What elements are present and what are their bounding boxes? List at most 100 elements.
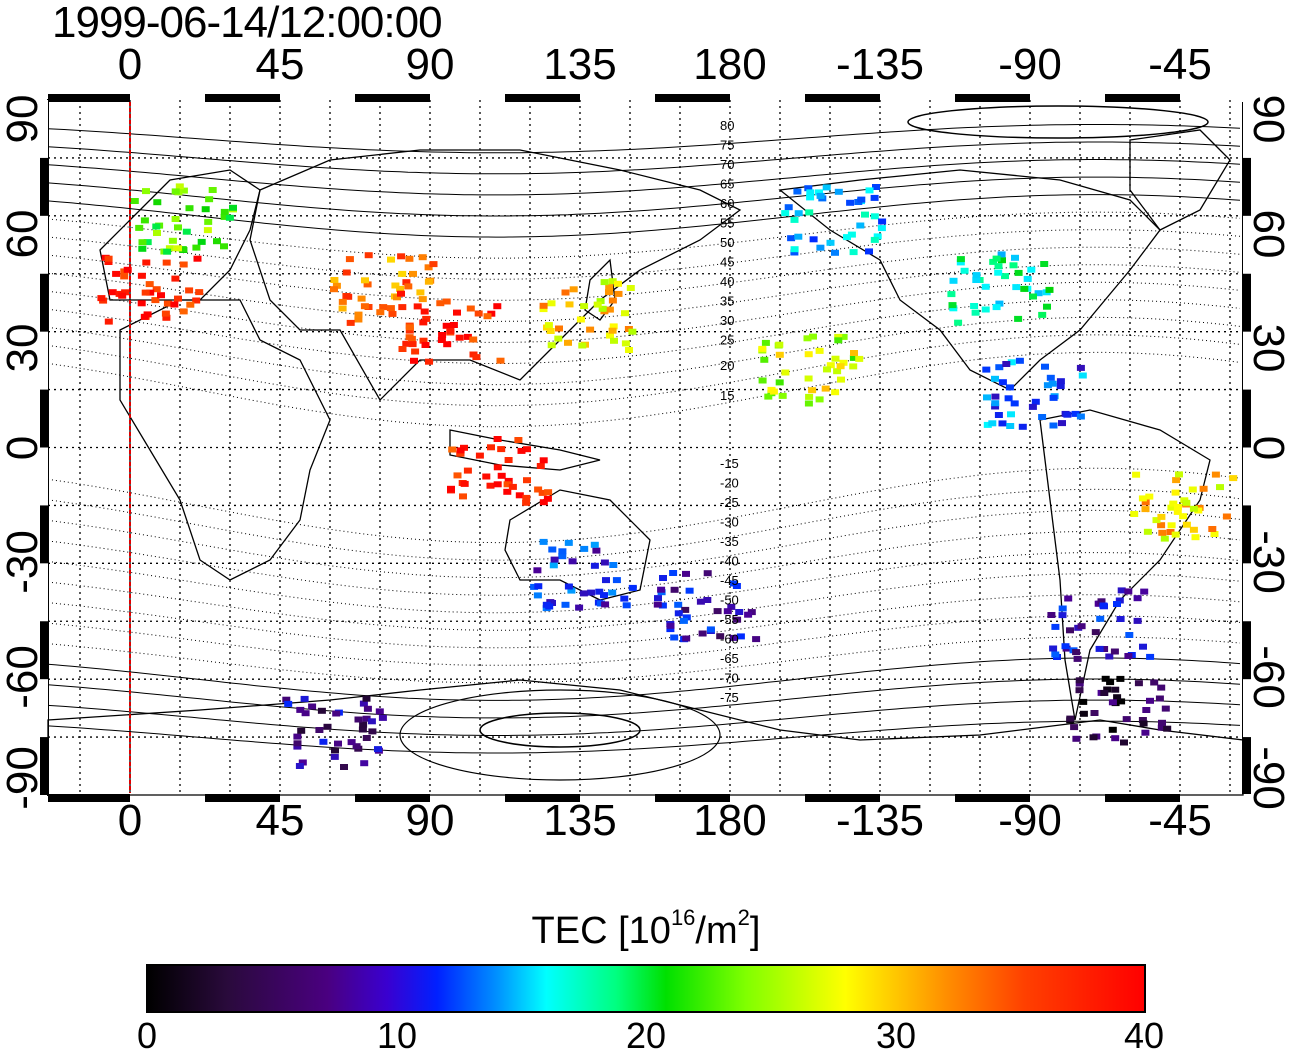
tec-point <box>960 267 969 274</box>
tec-point <box>330 277 339 283</box>
tec-point <box>595 588 604 595</box>
tec-point <box>1146 653 1155 660</box>
tec-point <box>1070 724 1079 731</box>
tec-point <box>538 489 547 496</box>
tec-point <box>821 385 830 392</box>
tec-point <box>317 707 326 714</box>
tec-point <box>547 342 556 349</box>
contour-label: -25 <box>720 495 739 510</box>
tec-point <box>522 494 531 501</box>
tec-point <box>1108 699 1117 706</box>
tec-point <box>332 710 341 717</box>
tec-point <box>576 316 585 323</box>
tec-point <box>359 700 368 707</box>
tec-point <box>530 583 539 590</box>
tec-point <box>108 289 117 296</box>
tec-point <box>790 249 799 256</box>
frame-tick <box>130 794 205 802</box>
tec-point <box>846 199 855 206</box>
contour-label: 30 <box>720 313 734 328</box>
tec-point <box>174 295 182 302</box>
tec-point <box>658 602 667 609</box>
tec-point <box>97 295 106 302</box>
colorbar-tick: 20 <box>625 1015 667 1056</box>
frame-tick <box>40 100 48 158</box>
tec-point <box>775 341 784 348</box>
tec-point <box>1011 254 1019 261</box>
tec-point <box>398 346 407 352</box>
tec-point <box>600 559 609 566</box>
tec-point <box>170 301 179 308</box>
tec-point <box>1124 588 1133 595</box>
tec-point <box>790 216 799 223</box>
tec-point <box>997 251 1006 258</box>
tec-point <box>152 223 161 230</box>
south-pole-contour <box>399 689 721 781</box>
colorbar-tick: 10 <box>376 1015 418 1056</box>
tec-point <box>1097 598 1106 605</box>
tec-point <box>590 562 599 569</box>
tec-point <box>459 493 467 500</box>
tec-point <box>443 341 452 348</box>
tec-point <box>1040 261 1049 267</box>
tec-point <box>992 255 1001 262</box>
tec-point <box>666 626 675 633</box>
tec-point <box>442 298 451 305</box>
tec-point <box>614 290 623 297</box>
tec-point <box>681 606 690 613</box>
tec-point <box>1041 363 1049 370</box>
tec-point <box>850 350 858 356</box>
tec-point <box>364 252 373 259</box>
tec-point <box>1172 477 1181 484</box>
tec-point <box>1015 357 1024 364</box>
tec-point <box>815 347 824 354</box>
tec-point <box>1116 675 1125 682</box>
tec-point <box>625 347 633 353</box>
tec-point <box>161 310 170 317</box>
tec-point <box>1095 645 1104 652</box>
tec-point <box>857 196 866 203</box>
map-title: 1999-06-14/12:00:00 <box>52 0 443 47</box>
tec-point <box>653 601 662 608</box>
contour-label: 80 <box>720 118 734 133</box>
north-pole-contour <box>907 105 1209 139</box>
tec-point <box>1115 597 1124 604</box>
tec-point <box>971 309 980 316</box>
tec-point <box>179 308 188 315</box>
tec-point <box>404 283 413 290</box>
tec-point <box>162 314 171 321</box>
tec-point <box>1167 504 1176 511</box>
tec-point <box>208 187 217 193</box>
tec-point <box>1208 526 1217 532</box>
tec-point <box>1158 719 1166 726</box>
tec-point <box>539 306 548 313</box>
tec-point <box>533 592 542 599</box>
tec-point <box>171 216 180 222</box>
tec-point <box>733 616 742 623</box>
tec-point <box>849 249 858 256</box>
tec-point <box>847 231 856 238</box>
tec-point <box>1002 361 1011 367</box>
tec-point <box>141 289 150 296</box>
tec-point <box>826 239 835 246</box>
tec-point <box>1145 493 1154 500</box>
tec-point <box>152 286 161 293</box>
tec-point <box>368 728 377 735</box>
tec-point <box>469 336 478 343</box>
tec-point <box>408 341 417 348</box>
tec-point <box>1038 414 1047 420</box>
tec-point <box>396 285 405 292</box>
tec-point <box>1066 627 1074 634</box>
tec-point <box>674 601 683 608</box>
tec-point <box>168 237 177 244</box>
frame-tick <box>280 794 355 802</box>
tec-point <box>1009 262 1018 269</box>
frame-tick-marks <box>40 94 1255 802</box>
x-tick-bottom: 90 <box>405 796 455 845</box>
tec-point <box>732 583 741 589</box>
contour-label: -70 <box>720 671 739 686</box>
tec-point <box>703 570 712 577</box>
tec-point <box>1049 645 1058 652</box>
tec-point <box>174 224 182 231</box>
tec-point <box>534 486 543 493</box>
